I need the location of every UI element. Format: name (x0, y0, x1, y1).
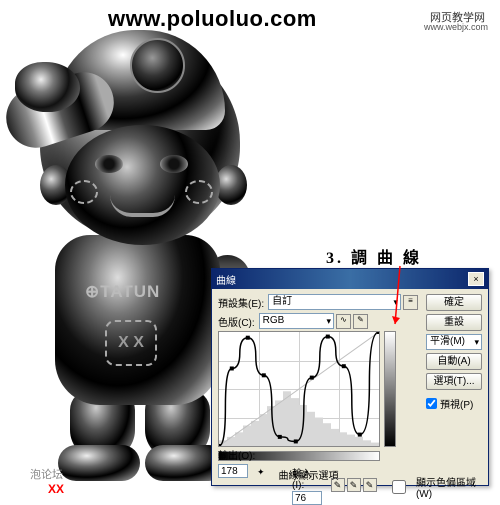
dialog-button-column: 確定 重設 平滑(M) 自動(A) 選項(T)... 預視(P) (426, 294, 482, 411)
watermark-cn-2: www.webjx.com (424, 22, 488, 32)
ok-button[interactable]: 確定 (426, 294, 482, 311)
forum-watermark: 泡论坛 (30, 466, 63, 482)
dialog-body: 預設集(E): 自訂 ≡ 色版(C): RGB ∿ ✎ 確定 重設 平滑(M) … (212, 289, 488, 485)
arrow-icon (392, 264, 422, 334)
mascot-hand (15, 62, 80, 112)
watermark-url: www.poluoluo.com (108, 6, 317, 32)
pencil-tool-icon[interactable]: ✎ (353, 314, 368, 329)
dialog-titlebar[interactable]: 曲線 × (212, 269, 488, 289)
show-clipping-label: 顯示色偏區域(W) (416, 474, 488, 500)
smooth-select[interactable]: 平滑(M) (426, 334, 482, 350)
auto-button[interactable]: 自動(A) (426, 353, 482, 370)
options-button[interactable]: 選項(T)... (426, 373, 482, 390)
channel-select[interactable]: RGB (259, 313, 334, 329)
preview-label: 預視(P) (440, 396, 473, 411)
curve-canvas[interactable] (218, 331, 380, 447)
curve-tool-icon[interactable]: ∿ (336, 314, 351, 329)
show-clipping-checkbox[interactable]: 顯示色偏區域(W) (385, 474, 488, 500)
mascot-foot (58, 445, 140, 481)
preset-select[interactable]: 自訂 (268, 294, 401, 310)
eyedropper-white-icon[interactable]: ✎ (363, 478, 377, 492)
mascot-patch: X X (105, 320, 157, 366)
eyedropper-gray-icon[interactable]: ✎ (347, 478, 361, 492)
cancel-button[interactable]: 重設 (426, 314, 482, 331)
output-gradient (384, 331, 396, 447)
output-label: 輸出(O): (218, 447, 255, 462)
dialog-title: 曲線 (216, 272, 236, 287)
mascot-cheek (185, 180, 213, 204)
channel-label: 色版(C): (218, 314, 255, 329)
mascot-eye (160, 155, 188, 173)
mascot-shirt-text: ⊕TATUN (85, 282, 160, 302)
close-icon[interactable]: × (468, 272, 484, 286)
preview-check-input[interactable] (426, 398, 437, 409)
output-field[interactable] (218, 464, 248, 478)
mascot-eye (95, 155, 123, 173)
input-field[interactable] (292, 491, 322, 505)
preview-checkbox[interactable]: 預視(P) (426, 396, 482, 411)
curve-options-label: 曲線顯示選項 (279, 467, 339, 482)
preset-label: 預設集(E): (218, 295, 264, 310)
curve-display-options[interactable]: ✦ 曲線顯示選項 (257, 467, 339, 482)
mascot-cheek (70, 180, 98, 204)
mascot-helmet-badge (130, 38, 185, 93)
show-clipping-input[interactable] (385, 480, 413, 494)
bottom-mark: XX (48, 482, 64, 496)
curve-area (218, 331, 418, 461)
curves-dialog: 曲線 × 預設集(E): 自訂 ≡ 色版(C): RGB ∿ ✎ 確定 重設 平… (211, 268, 489, 486)
